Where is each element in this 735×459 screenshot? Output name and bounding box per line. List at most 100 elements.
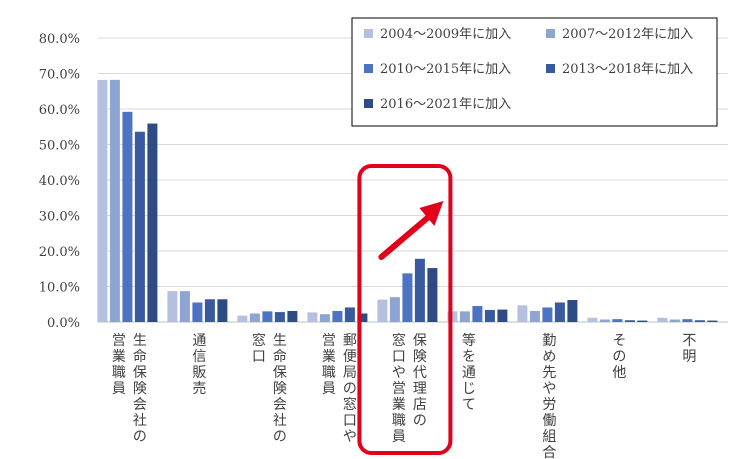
bar: [332, 310, 343, 322]
bar: [542, 307, 553, 322]
legend-label: 2013〜2018年に加入: [562, 62, 693, 77]
category-label-char: 保: [133, 365, 147, 381]
bar: [517, 305, 528, 322]
bar: [179, 291, 190, 322]
category-label-char: 信: [192, 349, 206, 365]
category-label-char: め: [542, 349, 556, 365]
bar: [402, 273, 413, 322]
legend-swatch: [364, 99, 373, 108]
bar: [587, 317, 598, 322]
bar: [192, 302, 203, 322]
category-label-char: 先: [542, 365, 556, 381]
y-tick-label: 60.0%: [39, 103, 80, 118]
legend-box: [351, 17, 718, 127]
category-label-char: 合: [542, 445, 556, 459]
category-label-char: 明: [682, 349, 696, 365]
category-label-char: 営: [112, 333, 126, 349]
bar: [167, 291, 178, 322]
category-label-char: 社: [133, 413, 147, 429]
category-label-char: 便: [343, 349, 357, 365]
bar: [274, 312, 285, 322]
category-label-char: 業: [392, 397, 406, 413]
category-label-char: て: [462, 397, 476, 413]
category-label-char: 販: [192, 365, 206, 381]
bar: [694, 320, 705, 322]
y-tick-label: 40.0%: [39, 174, 80, 189]
category-label-char: 業: [112, 349, 126, 365]
category-label-char: 業: [322, 349, 336, 365]
category-label-char: 労: [542, 397, 556, 413]
bar: [134, 131, 145, 322]
bar: [472, 306, 483, 322]
category-label-char: の: [133, 429, 147, 445]
category-label-char: の: [413, 413, 427, 429]
bar: [669, 319, 680, 322]
bar: [707, 320, 718, 322]
category-label-char: 生: [273, 333, 287, 349]
category-label-char: 職: [392, 413, 406, 429]
bar: [657, 317, 668, 322]
category-label-char: の: [273, 429, 287, 445]
bar: [262, 311, 273, 322]
category-label-char: 口: [252, 349, 266, 365]
category-label-char: 組: [542, 429, 556, 445]
category-label-char: 職: [322, 365, 336, 381]
category-label-char: 社: [273, 413, 287, 429]
y-tick-label: 30.0%: [39, 210, 80, 225]
category-label-char: 命: [133, 348, 147, 365]
category-label-char: 不: [682, 333, 696, 349]
legend-swatch: [546, 64, 555, 73]
category-label-char: 局: [343, 365, 357, 381]
y-tick-label: 10.0%: [39, 281, 80, 296]
bar: [249, 313, 260, 322]
bar: [217, 299, 228, 322]
bar: [554, 302, 565, 322]
category-label-char: 員: [112, 381, 126, 397]
category-label-char: 保: [273, 365, 287, 381]
highlight: [357, 164, 453, 455]
category-label-char: 生: [133, 333, 147, 349]
bar: [307, 312, 318, 322]
category-label-char: 郵: [343, 333, 357, 349]
y-tick-label: 50.0%: [39, 139, 80, 154]
highlight-arrow-head: [419, 201, 444, 226]
category-label-char: 働: [542, 413, 556, 429]
legend-label: 2010〜2015年に加入: [380, 62, 511, 77]
y-tick-label: 20.0%: [39, 245, 80, 260]
y-tick-label: 70.0%: [39, 68, 80, 83]
bar: [427, 268, 438, 322]
category-label-char: 険: [273, 381, 287, 397]
category-label-char: や: [343, 429, 357, 445]
category-label-char: 代: [413, 365, 427, 381]
bar: [682, 319, 693, 322]
category-label-char: 命: [273, 348, 287, 365]
category-label-char: 店: [413, 397, 427, 413]
highlight-arrow-shaft: [378, 215, 431, 260]
bar: [612, 319, 623, 322]
bar: [529, 310, 540, 322]
bar: [567, 299, 578, 322]
category-label-char: 会: [273, 397, 287, 413]
bar: [599, 319, 610, 322]
y-tick-label: 80.0%: [39, 32, 80, 47]
legend-swatch: [364, 29, 373, 38]
bar: [287, 310, 298, 322]
category-label-char: 勤: [542, 333, 556, 349]
y-axis: 0.0% 10.0% 20.0% 30.0% 40.0% 50.0% 60.0% 70.0% 8…: [39, 32, 80, 331]
category-label-char: そ: [612, 333, 626, 349]
category-label-char: 他: [612, 365, 626, 381]
bar: [389, 297, 400, 322]
legend-label: 2007〜2012年に加入: [562, 27, 693, 42]
category-label-char: や: [392, 365, 406, 381]
category-label-char: 口: [343, 413, 357, 429]
category-label-char: 員: [322, 381, 336, 397]
bar: [637, 320, 648, 322]
bar: [377, 299, 388, 322]
bar: [344, 307, 355, 322]
category-label-char: 保: [413, 333, 427, 349]
category-label-char: の: [343, 381, 357, 397]
category-label-char: 売: [192, 381, 206, 397]
category-label-char: 通: [462, 365, 476, 381]
bar: [459, 311, 470, 322]
